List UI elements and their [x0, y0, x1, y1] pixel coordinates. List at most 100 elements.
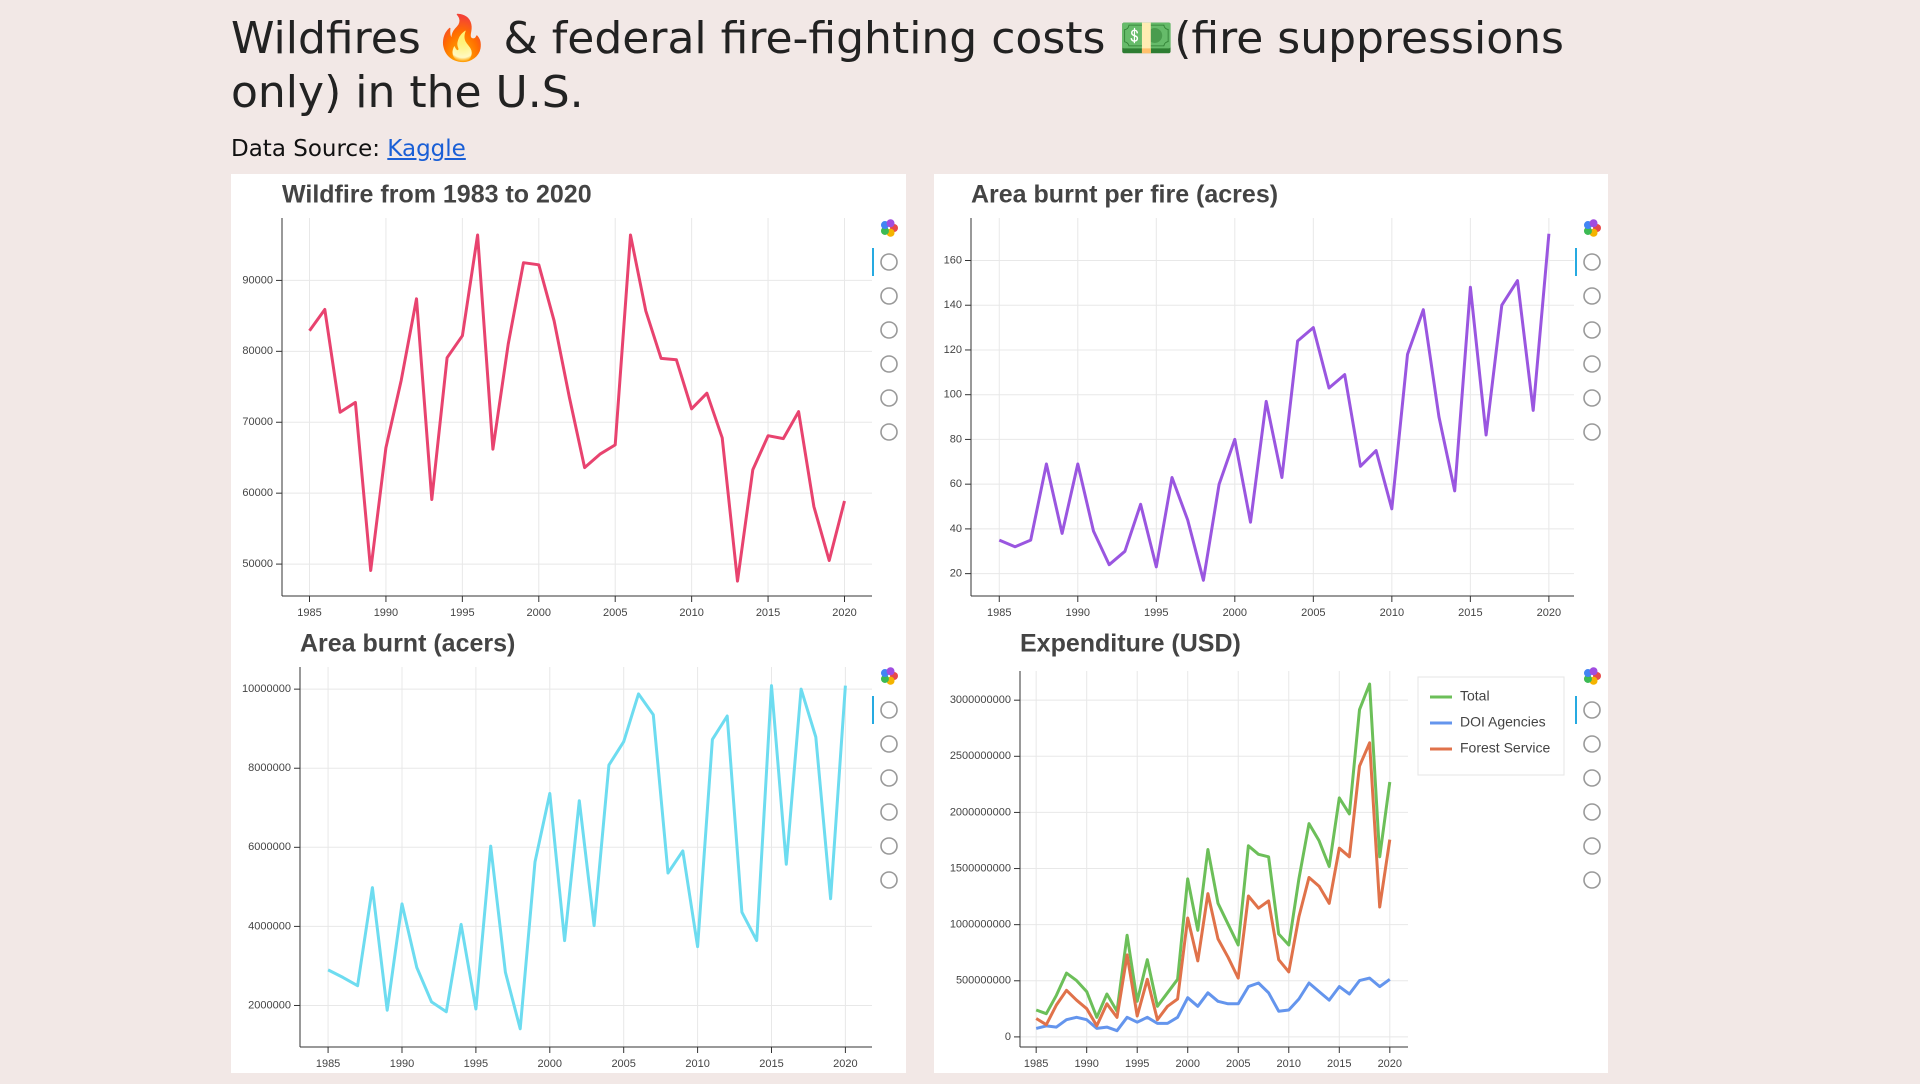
- x-tick-label: 1995: [1144, 607, 1168, 619]
- x-tick-label: 2015: [1458, 607, 1482, 619]
- y-tick-label: 80000: [242, 345, 273, 357]
- toolbar-logo: [880, 674, 889, 683]
- x-tick-label: 2010: [1277, 1058, 1301, 1070]
- source-link[interactable]: Kaggle: [387, 136, 466, 162]
- x-tick-label: 2010: [1380, 607, 1404, 619]
- x-tick-label: 2020: [1537, 607, 1561, 619]
- toolbar-icon: [1583, 423, 1601, 441]
- data-line: [308, 233, 846, 583]
- y-tick-label: 50000: [242, 558, 273, 570]
- x-tick-label: 2010: [685, 1058, 709, 1070]
- x-tick-label: 1985: [297, 607, 321, 619]
- toolbar-icon: [880, 803, 898, 821]
- chart-title: Expenditure (USD): [1020, 630, 1241, 658]
- x-tick-label: 2005: [1301, 607, 1325, 619]
- y-tick-label: 120: [944, 344, 962, 356]
- x-tick-label: 1985: [1024, 1058, 1048, 1070]
- toolbar-icon: [1583, 701, 1601, 719]
- y-tick-label: 60000: [242, 487, 273, 499]
- chart-title: Area burnt per fire (acres): [971, 181, 1278, 209]
- toolbar-icon: [1583, 769, 1601, 787]
- page-title: Wildfires 🔥 & federal fire-fighting cost…: [231, 13, 1564, 118]
- x-tick-label: 2000: [1175, 1058, 1199, 1070]
- toolbar-logo: [886, 219, 895, 228]
- toolbar-icon: [1583, 321, 1601, 339]
- chart-title: Wildfire from 1983 to 2020: [282, 181, 592, 209]
- panel: [934, 174, 1608, 622]
- legend-label: Forest Service: [1460, 740, 1550, 756]
- y-tick-label: 2500000000: [950, 750, 1011, 762]
- x-tick-label: 1995: [1125, 1058, 1149, 1070]
- x-tick-label: 1995: [464, 1058, 488, 1070]
- y-tick-label: 6000000: [248, 841, 291, 853]
- chart-title: Area burnt (acers): [300, 630, 515, 658]
- y-tick-label: 500000000: [956, 975, 1011, 987]
- toolbar-icon: [880, 423, 898, 441]
- toolbar-icon: [880, 769, 898, 787]
- y-tick-label: 3000000000: [950, 694, 1011, 706]
- toolbar-logo: [880, 226, 889, 235]
- y-tick-label: 160: [944, 254, 962, 266]
- y-tick-label: 0: [1005, 1031, 1011, 1043]
- legend-box: [1417, 676, 1565, 776]
- toolbar-icon: [1583, 871, 1601, 889]
- toolbar-icon: [880, 253, 898, 271]
- toolbar-logo: [1583, 226, 1592, 235]
- y-tick-label: 1000000000: [950, 919, 1011, 931]
- y-tick-label: 20: [950, 568, 962, 580]
- x-tick-label: 2000: [1223, 607, 1247, 619]
- y-tick-label: 70000: [242, 416, 273, 428]
- toolbar-icon: [880, 389, 898, 407]
- y-tick-label: 2000000: [248, 999, 291, 1011]
- y-tick-label: 4000000: [248, 920, 291, 932]
- data-line: [1035, 976, 1391, 1033]
- toolbar-icon: [880, 837, 898, 855]
- data-line: [327, 684, 847, 1031]
- source-label: Data Source:: [231, 136, 380, 162]
- y-tick-label: 8000000: [248, 762, 291, 774]
- x-tick-label: 1985: [316, 1058, 340, 1070]
- y-tick-label: 2000000000: [950, 806, 1011, 818]
- y-tick-label: 100: [944, 389, 962, 401]
- y-tick-label: 140: [944, 299, 962, 311]
- x-tick-label: 1990: [390, 1058, 414, 1070]
- x-tick-label: 2010: [679, 607, 703, 619]
- data-line: [1035, 682, 1392, 1019]
- y-tick-label: 80: [950, 433, 962, 445]
- x-tick-label: 2000: [527, 607, 551, 619]
- x-tick-label: 1990: [1066, 607, 1090, 619]
- toolbar-icon: [1583, 837, 1601, 855]
- x-tick-label: 2000: [538, 1058, 562, 1070]
- x-tick-label: 2020: [1378, 1058, 1402, 1070]
- x-tick-label: 1985: [987, 607, 1011, 619]
- toolbar-icon: [880, 871, 898, 889]
- data-line: [1035, 741, 1392, 1028]
- x-tick-label: 2005: [611, 1058, 635, 1070]
- x-tick-label: 1995: [450, 607, 474, 619]
- toolbar-icon: [1583, 735, 1601, 753]
- toolbar-logo: [1583, 674, 1592, 683]
- data-source: Data Source: Kaggle: [231, 136, 466, 162]
- x-tick-label: 2005: [1226, 1058, 1250, 1070]
- legend-label: Total: [1460, 688, 1490, 704]
- x-tick-label: 2020: [832, 607, 856, 619]
- toolbar-logo: [1589, 219, 1598, 228]
- x-tick-label: 1990: [374, 607, 398, 619]
- x-tick-label: 1990: [1074, 1058, 1098, 1070]
- legend-label: DOI Agencies: [1460, 714, 1546, 730]
- toolbar-icon: [880, 355, 898, 373]
- toolbar-icon: [880, 287, 898, 305]
- toolbar-icon: [1583, 287, 1601, 305]
- x-tick-label: 2020: [833, 1058, 857, 1070]
- y-tick-label: 40: [950, 523, 962, 535]
- toolbar-logo: [886, 667, 895, 676]
- y-tick-label: 90000: [242, 274, 273, 286]
- y-tick-label: 1500000000: [950, 862, 1011, 874]
- toolbar-icon: [880, 321, 898, 339]
- toolbar-icon: [1583, 803, 1601, 821]
- toolbar-icon: [1583, 253, 1601, 271]
- data-line: [998, 233, 1551, 582]
- x-tick-label: 2015: [756, 607, 780, 619]
